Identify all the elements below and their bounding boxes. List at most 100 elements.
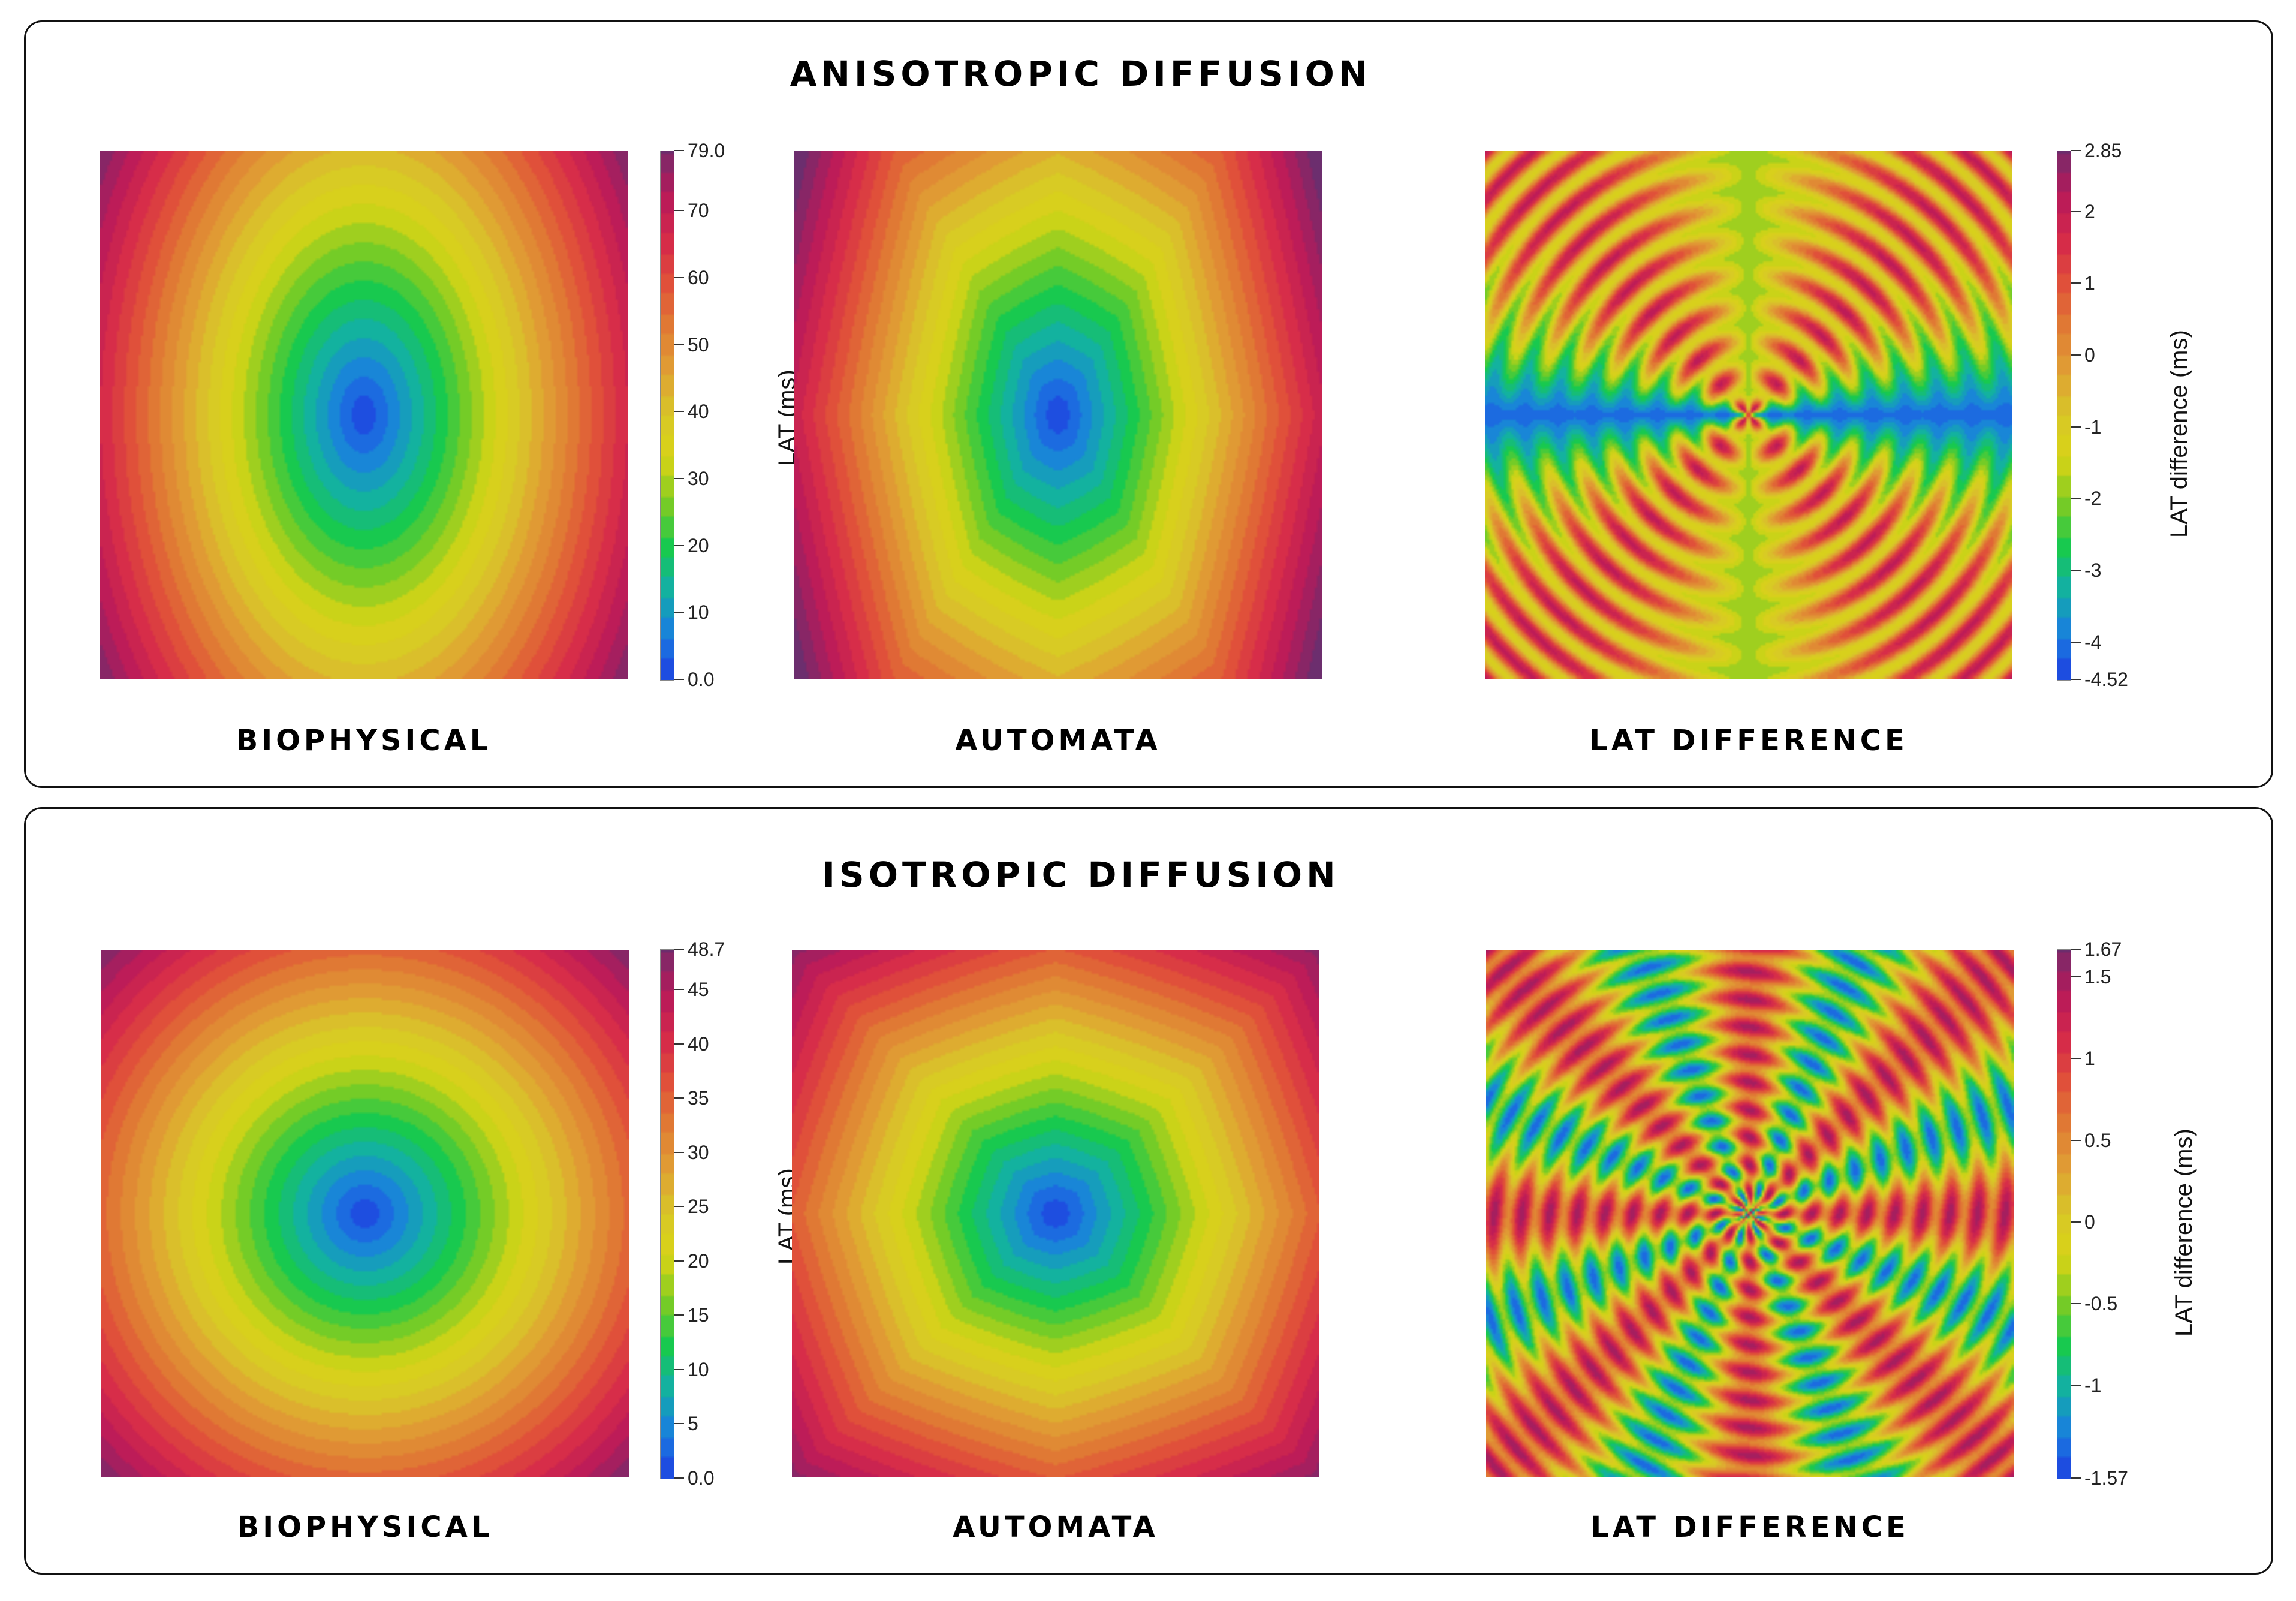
tick-mark [674, 344, 684, 345]
tick-label: 10 [688, 601, 709, 624]
tick-label: -4.52 [2084, 669, 2128, 690]
tick-mark [674, 989, 684, 990]
tick-label: 50 [688, 333, 709, 356]
tick-mark [674, 1260, 684, 1262]
tick-mark [674, 1314, 684, 1316]
label-biophysical: BIOPHYSICAL [237, 1510, 493, 1544]
tick-label: -4 [2084, 631, 2102, 653]
tick-label: 5 [688, 1413, 698, 1435]
tick-label: 35 [688, 1087, 709, 1109]
tick-label: 2 [2084, 200, 2095, 222]
isotropic-biophysical-map [101, 950, 629, 1477]
isotropic-automata-map [792, 950, 1319, 1477]
tick-mark [2071, 976, 2081, 978]
tick-label: 10 [688, 1358, 709, 1380]
tick-mark [2071, 1058, 2081, 1060]
label-difference: LAT DIFFERENCE [1589, 724, 1908, 757]
tick-label: 0 [2084, 344, 2095, 366]
anisotropic-biophysical-map [100, 151, 628, 679]
tick-mark [674, 612, 684, 613]
tick-label: 1 [2084, 1048, 2095, 1070]
tick-label: 30 [688, 468, 709, 490]
tick-label: -1.57 [2084, 1467, 2128, 1489]
tick-mark [2071, 679, 2081, 680]
tick-mark [674, 544, 684, 546]
tick-mark [2071, 498, 2081, 499]
tick-mark [674, 210, 684, 212]
tick-label: 79.0 [688, 140, 725, 161]
tick-mark [674, 1477, 684, 1479]
diff-colorbar-ticks: -4.52 -4 -3 -2 -1 0 1 2 2.85 [2071, 140, 2179, 690]
tick-mark [674, 1043, 684, 1045]
tick-mark [2071, 426, 2081, 428]
tick-mark [674, 949, 684, 950]
isotropic-panel: ISOTROPIC DIFFUSION 0.0 5 10 15 20 25 30 35 40 45… [24, 807, 2273, 1575]
map-canvas [1485, 151, 2012, 679]
colorbar-canvas [2057, 950, 2071, 1479]
tick-mark [2071, 570, 2081, 571]
lat-colorbar [660, 151, 674, 681]
tick-mark [674, 1423, 684, 1425]
tick-label: 0.0 [688, 669, 715, 690]
lat-colorbar-ticks: 0.0 5 10 15 20 25 30 35 40 45 48.7 [674, 938, 782, 1489]
tick-label: 60 [688, 267, 709, 289]
tick-label: 0.5 [2084, 1129, 2111, 1151]
tick-label: 30 [688, 1141, 709, 1163]
tick-label: 70 [688, 200, 709, 222]
map-canvas [794, 151, 1322, 679]
tick-label: 15 [688, 1304, 709, 1326]
map-canvas [100, 151, 628, 679]
tick-label: 0 [2084, 1211, 2095, 1233]
label-difference: LAT DIFFERENCE [1590, 1510, 1909, 1544]
colorbar-canvas [661, 950, 674, 1479]
tick-mark [674, 150, 684, 151]
tick-mark [674, 277, 684, 279]
tick-mark [2071, 949, 2081, 950]
tick-mark [674, 1151, 684, 1153]
tick-label: 40 [688, 401, 709, 423]
tick-label: 1 [2084, 272, 2095, 294]
tick-label: 25 [688, 1196, 709, 1218]
tick-label: 1.5 [2084, 966, 2111, 988]
tick-mark [2071, 641, 2081, 643]
diff-colorbar [2057, 151, 2071, 681]
tick-mark [2071, 1302, 2081, 1304]
tick-label: 1.67 [2084, 938, 2122, 960]
tick-mark [2071, 354, 2081, 356]
tick-mark [674, 1097, 684, 1099]
tick-mark [2071, 210, 2081, 212]
lat-colorbar-ticks: 0.0 10 20 30 40 50 60 70 79.0 [674, 140, 782, 690]
colorbar-canvas [661, 151, 674, 680]
tick-label: 2.85 [2084, 140, 2122, 161]
tick-label: -3 [2084, 559, 2102, 582]
diff-axis-label: LAT difference (ms) [2166, 330, 2192, 538]
tick-mark [2071, 1384, 2081, 1386]
map-canvas [1486, 950, 2014, 1477]
diff-colorbar [2057, 949, 2071, 1479]
tick-mark [674, 1206, 684, 1208]
anisotropic-panel: ANISOTROPIC DIFFUSION 0.0 10 20 30 40 50 60 70 7… [24, 20, 2273, 788]
anisotropic-difference-map [1485, 151, 2012, 679]
diff-axis-label: LAT difference (ms) [2171, 1128, 2197, 1337]
tick-label: -1 [2084, 1374, 2102, 1396]
panel-title: ISOTROPIC DIFFUSION [822, 854, 1340, 895]
diff-colorbar-ticks: -1.57 -1 -0.5 0 0.5 1 1.5 1.67 [2071, 938, 2179, 1489]
tick-label: -1 [2084, 416, 2102, 438]
anisotropic-automata-map [794, 151, 1322, 679]
tick-mark [674, 679, 684, 680]
tick-mark [674, 1368, 684, 1370]
tick-mark [2071, 150, 2081, 151]
tick-label: 48.7 [688, 938, 725, 960]
tick-label: 45 [688, 979, 709, 1000]
tick-mark [2071, 1139, 2081, 1141]
label-automata: AUTOMATA [955, 724, 1161, 757]
isotropic-difference-map [1486, 950, 2014, 1477]
panel-title: ANISOTROPIC DIFFUSION [790, 53, 1372, 94]
tick-mark [674, 478, 684, 480]
tick-label: 20 [688, 534, 709, 556]
tick-label: 20 [688, 1250, 709, 1272]
tick-label: 40 [688, 1033, 709, 1055]
tick-label: 0.0 [688, 1467, 715, 1489]
tick-mark [2071, 282, 2081, 284]
tick-mark [2071, 1477, 2081, 1479]
